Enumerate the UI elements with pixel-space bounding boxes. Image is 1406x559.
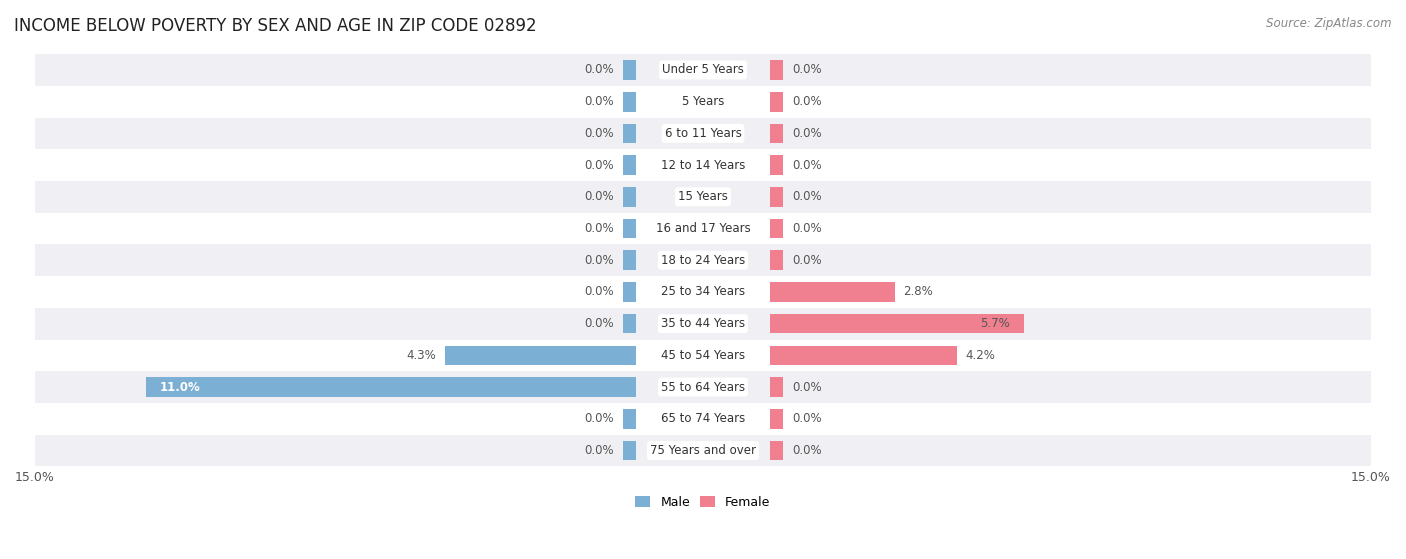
Text: 0.0%: 0.0% xyxy=(792,222,821,235)
Text: Under 5 Years: Under 5 Years xyxy=(662,64,744,77)
Text: 15 Years: 15 Years xyxy=(678,190,728,203)
Text: 12 to 14 Years: 12 to 14 Years xyxy=(661,159,745,172)
Bar xyxy=(146,377,636,397)
Bar xyxy=(623,187,636,207)
Bar xyxy=(623,440,636,460)
Bar xyxy=(35,149,1371,181)
Bar xyxy=(623,314,636,334)
Text: 0.0%: 0.0% xyxy=(585,190,614,203)
Bar xyxy=(623,124,636,143)
Bar xyxy=(623,250,636,270)
Bar xyxy=(35,54,1371,86)
Text: 4.3%: 4.3% xyxy=(406,349,436,362)
Text: 6 to 11 Years: 6 to 11 Years xyxy=(665,127,741,140)
Text: 45 to 54 Years: 45 to 54 Years xyxy=(661,349,745,362)
Bar xyxy=(770,377,783,397)
Text: 55 to 64 Years: 55 to 64 Years xyxy=(661,381,745,394)
Bar xyxy=(623,219,636,238)
Text: 0.0%: 0.0% xyxy=(585,127,614,140)
Bar xyxy=(35,212,1371,244)
Bar xyxy=(770,282,894,302)
Bar xyxy=(444,345,636,365)
Text: 0.0%: 0.0% xyxy=(792,95,821,108)
Bar xyxy=(35,371,1371,403)
Text: 0.0%: 0.0% xyxy=(585,317,614,330)
Bar xyxy=(35,403,1371,435)
Text: 18 to 24 Years: 18 to 24 Years xyxy=(661,254,745,267)
Bar xyxy=(35,117,1371,149)
Text: 0.0%: 0.0% xyxy=(585,254,614,267)
Text: 0.0%: 0.0% xyxy=(792,444,821,457)
Text: 0.0%: 0.0% xyxy=(792,190,821,203)
Text: 2.8%: 2.8% xyxy=(904,286,934,299)
Legend: Male, Female: Male, Female xyxy=(630,491,776,514)
Bar xyxy=(35,276,1371,308)
Text: 11.0%: 11.0% xyxy=(160,381,201,394)
Bar xyxy=(623,155,636,175)
Bar xyxy=(35,339,1371,371)
Bar xyxy=(35,181,1371,212)
Text: 0.0%: 0.0% xyxy=(792,381,821,394)
Text: 35 to 44 Years: 35 to 44 Years xyxy=(661,317,745,330)
Bar xyxy=(623,92,636,112)
Bar xyxy=(35,435,1371,466)
Bar xyxy=(623,60,636,80)
Text: 4.2%: 4.2% xyxy=(966,349,995,362)
Text: 0.0%: 0.0% xyxy=(585,413,614,425)
Bar xyxy=(770,155,783,175)
Text: INCOME BELOW POVERTY BY SEX AND AGE IN ZIP CODE 02892: INCOME BELOW POVERTY BY SEX AND AGE IN Z… xyxy=(14,17,537,35)
Bar xyxy=(770,409,783,429)
Bar xyxy=(770,440,783,460)
Text: 0.0%: 0.0% xyxy=(792,127,821,140)
Text: Source: ZipAtlas.com: Source: ZipAtlas.com xyxy=(1267,17,1392,30)
Text: 0.0%: 0.0% xyxy=(792,413,821,425)
Text: 0.0%: 0.0% xyxy=(585,222,614,235)
Bar xyxy=(770,187,783,207)
Bar xyxy=(35,244,1371,276)
Bar xyxy=(770,92,783,112)
Text: 65 to 74 Years: 65 to 74 Years xyxy=(661,413,745,425)
Text: 0.0%: 0.0% xyxy=(792,159,821,172)
Text: 5 Years: 5 Years xyxy=(682,95,724,108)
Bar xyxy=(623,409,636,429)
Text: 0.0%: 0.0% xyxy=(585,159,614,172)
Text: 0.0%: 0.0% xyxy=(792,64,821,77)
Text: 75 Years and over: 75 Years and over xyxy=(650,444,756,457)
Bar xyxy=(770,345,957,365)
Text: 0.0%: 0.0% xyxy=(585,286,614,299)
Bar xyxy=(623,282,636,302)
Bar xyxy=(35,308,1371,339)
Text: 25 to 34 Years: 25 to 34 Years xyxy=(661,286,745,299)
Text: 0.0%: 0.0% xyxy=(585,444,614,457)
Text: 0.0%: 0.0% xyxy=(792,254,821,267)
Bar xyxy=(770,314,1024,334)
Bar xyxy=(35,86,1371,117)
Bar xyxy=(770,60,783,80)
Text: 0.0%: 0.0% xyxy=(585,64,614,77)
Text: 5.7%: 5.7% xyxy=(980,317,1011,330)
Bar xyxy=(770,124,783,143)
Text: 0.0%: 0.0% xyxy=(585,95,614,108)
Text: 16 and 17 Years: 16 and 17 Years xyxy=(655,222,751,235)
Bar xyxy=(770,219,783,238)
Bar xyxy=(770,250,783,270)
